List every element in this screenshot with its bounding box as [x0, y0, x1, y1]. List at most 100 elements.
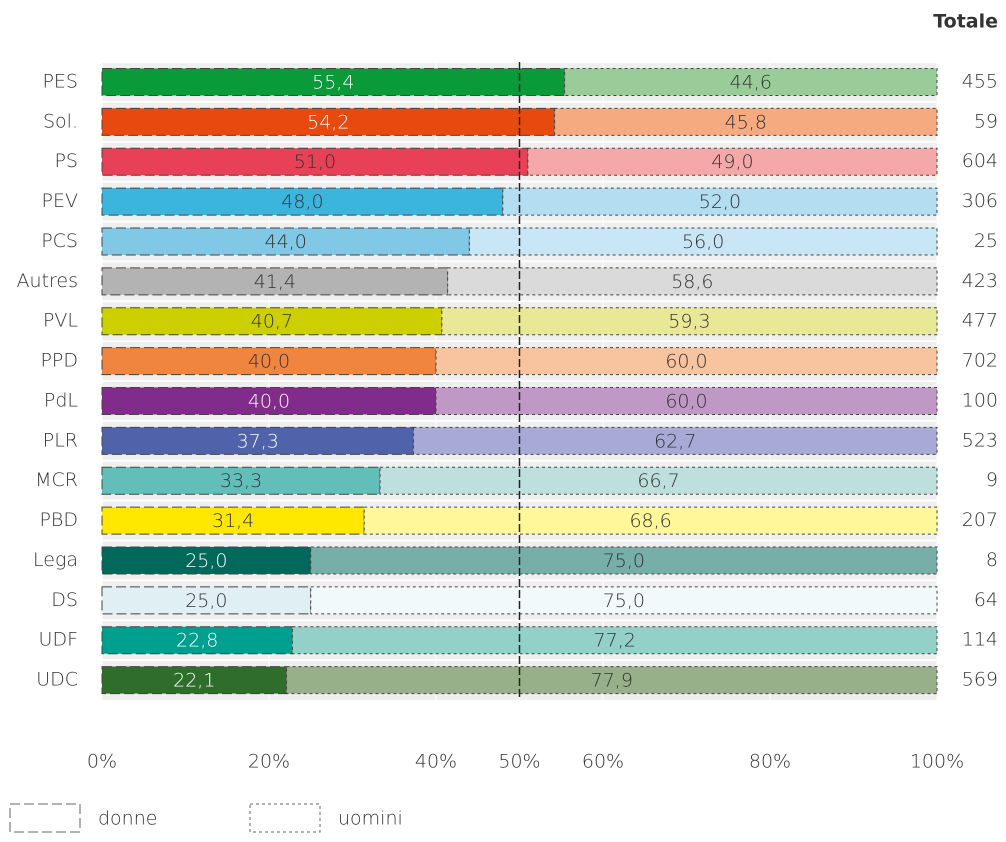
value-label: 37,3 — [237, 430, 279, 452]
bar-segment — [101, 267, 449, 296]
total-label: 604 — [962, 150, 998, 172]
total-label: 523 — [962, 429, 998, 451]
y-tick-label: Autres — [17, 270, 78, 292]
bar-segment — [564, 67, 938, 96]
value-label: 22,1 — [173, 670, 215, 692]
bar-segment — [101, 187, 504, 216]
y-tick-label: UDC — [36, 669, 78, 691]
value-label: 60,0 — [665, 351, 707, 373]
bar-segment — [441, 307, 938, 336]
y-tick-label: PLR — [43, 429, 78, 451]
total-label: 64 — [974, 589, 998, 611]
total-label: 455 — [962, 70, 998, 92]
total-label: 423 — [962, 270, 998, 292]
value-label: 25,0 — [185, 550, 227, 572]
value-label: 75,0 — [603, 550, 645, 572]
bar-segment — [101, 586, 312, 615]
value-label: 54,2 — [307, 111, 349, 133]
bar-segment — [502, 187, 938, 216]
x-tick-label: 100% — [910, 751, 964, 773]
total-label: 477 — [962, 310, 998, 332]
bar-segment — [310, 586, 938, 615]
y-tick-label: MCR — [35, 469, 78, 491]
bar-segment — [101, 626, 293, 655]
total-label: 25 — [974, 230, 998, 252]
x-tick-label: 0% — [87, 751, 117, 773]
bar-segment — [101, 666, 288, 695]
total-label: 207 — [962, 509, 998, 531]
legend-label: donne — [98, 808, 157, 830]
value-label: 48,0 — [281, 191, 323, 213]
bar-segment — [447, 267, 938, 296]
x-tick-label: 60% — [582, 751, 624, 773]
value-label: 40,0 — [248, 390, 290, 412]
value-label: 77,2 — [594, 630, 636, 652]
y-tick-label: UDF — [39, 629, 78, 651]
value-label: 75,0 — [603, 590, 645, 612]
legend-swatch — [9, 803, 81, 833]
value-label: 22,8 — [176, 630, 218, 652]
bar-segment — [412, 426, 938, 455]
value-label: 60,0 — [665, 390, 707, 412]
x-tick-label: 20% — [248, 751, 290, 773]
value-label: 49,0 — [711, 151, 753, 173]
value-label: 41,4 — [254, 271, 296, 293]
bar-segment — [554, 107, 938, 136]
y-tick-label: Lega — [33, 549, 78, 571]
legend-swatch — [249, 803, 321, 833]
bar-segment — [379, 466, 938, 495]
bar-segment — [468, 227, 938, 256]
total-label: 306 — [962, 190, 998, 212]
value-label: 45,8 — [725, 111, 767, 133]
value-label: 55,4 — [312, 71, 354, 93]
value-label: 44,6 — [730, 71, 772, 93]
value-label: 58,6 — [671, 271, 713, 293]
value-label: 56,0 — [682, 231, 724, 253]
y-tick-label: PBD — [39, 509, 78, 531]
bar-segment — [286, 666, 938, 695]
value-label: 51,0 — [294, 151, 336, 173]
value-label: 33,3 — [220, 470, 262, 492]
total-label: 702 — [962, 350, 998, 372]
bar-segment — [101, 227, 470, 256]
bar-segment — [363, 506, 938, 535]
bar-segment — [527, 147, 938, 176]
value-label: 40,0 — [248, 351, 290, 373]
bar-segment — [101, 347, 437, 376]
bar-segment — [101, 386, 437, 415]
y-tick-label: PS — [54, 150, 78, 172]
y-tick-label: Sol. — [43, 110, 78, 132]
total-label: 9 — [986, 469, 998, 491]
bar-segment — [310, 546, 938, 575]
legend-label: uomini — [338, 808, 403, 830]
y-tick-label: PEV — [42, 190, 78, 212]
y-tick-label: PES — [42, 70, 78, 92]
value-label: 77,9 — [591, 670, 633, 692]
value-label: 25,0 — [185, 590, 227, 612]
bar-segment — [291, 626, 938, 655]
total-label: 100 — [962, 389, 998, 411]
x-tick-label: 80% — [749, 751, 791, 773]
total-label: 569 — [962, 669, 998, 691]
y-tick-label: PCS — [41, 230, 78, 252]
bar-segment — [101, 466, 381, 495]
bar-segment — [101, 426, 414, 455]
totals-title: Totale — [933, 11, 998, 33]
value-label: 44,0 — [265, 231, 307, 253]
value-label: 66,7 — [637, 470, 679, 492]
value-label: 31,4 — [212, 510, 254, 532]
y-tick-label: PVL — [43, 310, 78, 332]
y-tick-label: PPD — [40, 350, 78, 372]
y-tick-label: DS — [51, 589, 78, 611]
total-label: 114 — [962, 629, 998, 651]
value-label: 62,7 — [654, 430, 696, 452]
bar-segment — [101, 546, 312, 575]
value-label: 40,7 — [251, 311, 293, 333]
x-tick-label: 40% — [415, 751, 457, 773]
value-label: 68,6 — [629, 510, 671, 532]
bar-segment — [101, 67, 566, 96]
total-label: 59 — [974, 110, 998, 132]
y-tick-label: PdL — [44, 389, 78, 411]
x-tick-label: 50% — [498, 751, 540, 773]
